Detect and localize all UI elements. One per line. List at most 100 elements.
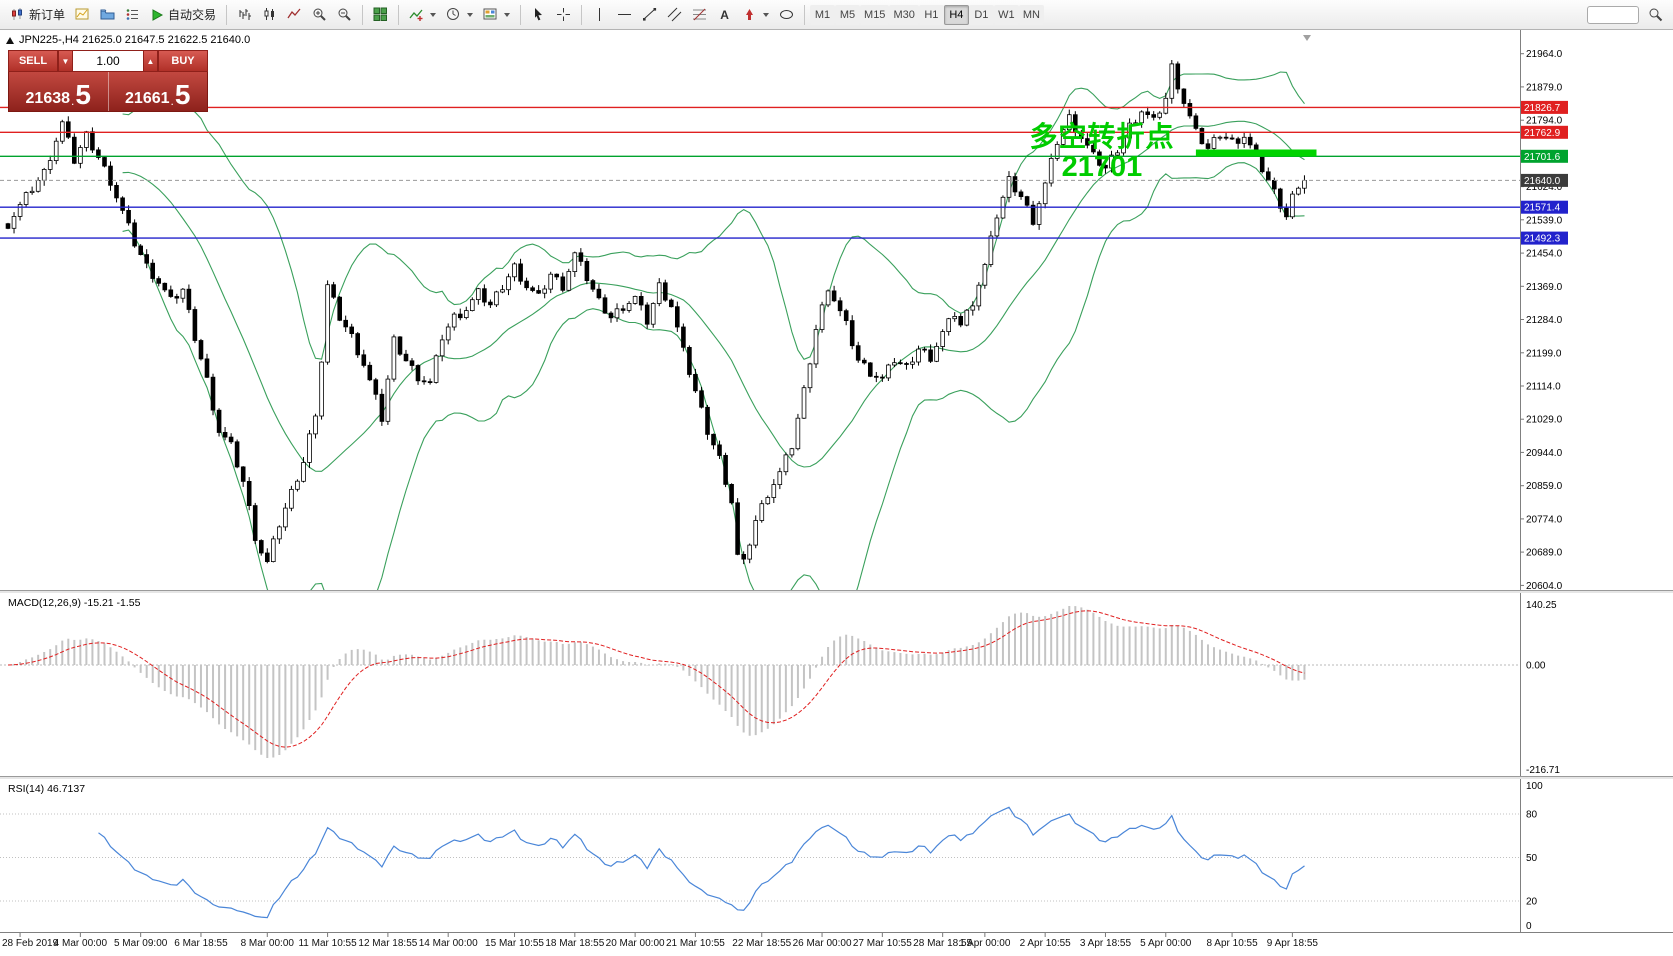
search-input[interactable]: [1587, 5, 1639, 24]
zoom-in-icon: [313, 8, 326, 21]
profiles-icon: [100, 9, 115, 20]
svg-text:A: A: [720, 8, 729, 22]
highlight-trendline[interactable]: [1195, 149, 1317, 157]
price-tag: 21826.7: [1521, 100, 1568, 114]
main-toolbar: 新订单 自动交易: [0, 0, 1673, 30]
svg-text:20 Mar 00:00: 20 Mar 00:00: [606, 938, 665, 949]
horizontal-line-icon: [618, 14, 632, 15]
macd-label: MACD(12,26,9) -15.21 -1.55: [8, 597, 141, 609]
arrows-button[interactable]: [737, 3, 774, 27]
indicators-icon: [409, 9, 423, 21]
svg-text:21879.0: 21879.0: [1526, 82, 1563, 93]
text-button[interactable]: A: [712, 3, 737, 27]
svg-text:21539.0: 21539.0: [1526, 215, 1563, 226]
shapes-button[interactable]: [774, 3, 799, 27]
timeframe-d1[interactable]: D1: [968, 4, 994, 25]
svg-text:100: 100: [1526, 781, 1543, 792]
timeframe-h4[interactable]: H4: [943, 4, 969, 25]
market-watch-button[interactable]: [120, 3, 145, 27]
tile-windows-button[interactable]: [368, 3, 393, 27]
horizontal-line-button[interactable]: [612, 3, 637, 27]
chevron-down-icon: [504, 12, 511, 17]
cursor-icon: [535, 8, 543, 21]
zoom-out-button[interactable]: [332, 3, 357, 27]
timeframe-m15[interactable]: M15: [860, 4, 890, 25]
toolbar-separator: [581, 4, 583, 25]
svg-text:6 Mar 18:55: 6 Mar 18:55: [174, 938, 228, 949]
buy-price[interactable]: 21661 . 5: [109, 72, 208, 111]
zoom-out-icon: [338, 8, 351, 21]
crosshair-icon: [557, 8, 571, 21]
svg-text:2 Apr 10:55: 2 Apr 10:55: [1020, 938, 1072, 949]
bar-chart-button[interactable]: [232, 3, 257, 27]
toolbar-right-group: [1587, 3, 1668, 27]
sell-button[interactable]: SELL: [8, 50, 58, 72]
candlestick-chart-button[interactable]: [257, 3, 282, 27]
trendline-button[interactable]: [637, 3, 662, 27]
one-click-toggle-icon[interactable]: [6, 36, 14, 44]
profiles-button[interactable]: [95, 3, 120, 27]
rsi-indicator: [0, 806, 1520, 919]
arrows-icon: [746, 9, 754, 20]
price-tag: 21492.3: [1521, 231, 1568, 245]
svg-text:21701.6: 21701.6: [1524, 152, 1561, 163]
chevron-down-icon: [763, 12, 770, 17]
svg-text:8 Apr 10:55: 8 Apr 10:55: [1207, 938, 1259, 949]
crosshair-button[interactable]: [551, 3, 576, 27]
svg-text:21284.0: 21284.0: [1526, 315, 1563, 326]
buy-price-pip: 5: [174, 79, 191, 111]
timeframe-mn[interactable]: MN: [1018, 4, 1044, 25]
templates-button[interactable]: [478, 3, 515, 27]
timeframe-m1[interactable]: M1: [810, 4, 836, 25]
new-order-icon: [12, 8, 22, 20]
svg-text:28 Feb 2019: 28 Feb 2019: [2, 938, 59, 949]
chart-shift-marker[interactable]: [1303, 35, 1311, 41]
volume-down-button[interactable]: ▼: [58, 50, 73, 72]
toolbar-separator: [804, 4, 806, 25]
cursor-button[interactable]: [526, 3, 551, 27]
fibonacci-button[interactable]: [687, 3, 712, 27]
toolbar-separator: [362, 4, 364, 25]
sell-price-decimal: .: [71, 94, 75, 108]
svg-text:21454.0: 21454.0: [1526, 249, 1563, 260]
shapes-icon: [780, 10, 794, 19]
periods-button[interactable]: [441, 3, 478, 27]
macd-indicator: [0, 606, 1520, 758]
svg-text:21640.0: 21640.0: [1524, 176, 1561, 187]
channel-button[interactable]: [662, 3, 687, 27]
volume-input[interactable]: [73, 50, 143, 72]
timeframe-m30[interactable]: M30: [889, 4, 919, 25]
chart-annotation: 多空转折点 21701: [1014, 121, 1190, 184]
new-order-button[interactable]: 新订单: [5, 3, 70, 27]
svg-text:-216.71: -216.71: [1526, 765, 1560, 776]
sell-price-main: 21638: [25, 90, 71, 107]
horizontal-line-objects: [0, 106, 1520, 239]
sell-price[interactable]: 21638 . 5: [9, 72, 108, 111]
annotation-line2: 21701: [1061, 151, 1143, 184]
timeframe-h1[interactable]: H1: [918, 4, 944, 25]
svg-text:20859.0: 20859.0: [1526, 481, 1563, 492]
volume-up-button[interactable]: ▲: [143, 50, 158, 72]
autotrading-button[interactable]: 自动交易: [145, 3, 221, 27]
new-order-label: 新订单: [29, 8, 66, 22]
line-chart-button[interactable]: [282, 3, 307, 27]
new-chart-button[interactable]: [70, 3, 95, 27]
timeframe-m5[interactable]: M5: [835, 4, 861, 25]
chart-background: [0, 30, 1673, 956]
buy-button[interactable]: BUY: [158, 50, 208, 72]
trade-panel-top-row: SELL ▼ ▲ BUY: [8, 50, 208, 72]
zoom-in-button[interactable]: [307, 3, 332, 27]
svg-text:21 Mar 10:55: 21 Mar 10:55: [666, 938, 725, 949]
price-tag: 21762.9: [1521, 125, 1568, 139]
search-button[interactable]: [1643, 3, 1668, 27]
price-divider: [107, 72, 109, 111]
vertical-line-button[interactable]: [587, 3, 612, 27]
svg-text:20: 20: [1526, 897, 1538, 908]
timeframe-w1[interactable]: W1: [993, 4, 1019, 25]
chevron-down-icon: [430, 12, 437, 17]
autotrading-icon: [152, 8, 164, 21]
price-axis-labels: 21964.021879.021794.021709.021624.021539…: [1520, 49, 1563, 592]
macd-signal-line: [7, 610, 1305, 748]
indicators-button[interactable]: [404, 3, 441, 27]
